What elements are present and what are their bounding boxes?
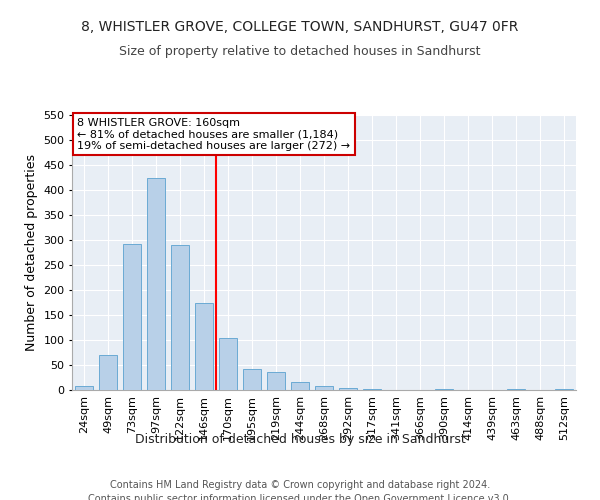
Bar <box>147 178 165 390</box>
Y-axis label: Number of detached properties: Number of detached properties <box>25 154 38 351</box>
Bar <box>99 355 117 390</box>
Bar <box>363 388 381 390</box>
Bar <box>171 245 189 390</box>
Bar <box>291 382 309 390</box>
Bar <box>195 302 213 390</box>
Text: Size of property relative to detached houses in Sandhurst: Size of property relative to detached ho… <box>119 45 481 58</box>
Text: Distribution of detached houses by size in Sandhurst: Distribution of detached houses by size … <box>134 432 466 446</box>
Bar <box>219 338 237 390</box>
Bar <box>75 386 93 390</box>
Bar <box>507 388 525 390</box>
Bar <box>435 388 453 390</box>
Text: 8, WHISTLER GROVE, COLLEGE TOWN, SANDHURST, GU47 0FR: 8, WHISTLER GROVE, COLLEGE TOWN, SANDHUR… <box>82 20 518 34</box>
Text: Contains HM Land Registry data © Crown copyright and database right 2024.
Contai: Contains HM Land Registry data © Crown c… <box>88 480 512 500</box>
Bar <box>243 368 261 390</box>
Bar <box>267 372 285 390</box>
Bar <box>123 244 141 390</box>
Bar <box>315 386 333 390</box>
Bar <box>555 388 573 390</box>
Bar <box>339 388 357 390</box>
Text: 8 WHISTLER GROVE: 160sqm
← 81% of detached houses are smaller (1,184)
19% of sem: 8 WHISTLER GROVE: 160sqm ← 81% of detach… <box>77 118 350 151</box>
